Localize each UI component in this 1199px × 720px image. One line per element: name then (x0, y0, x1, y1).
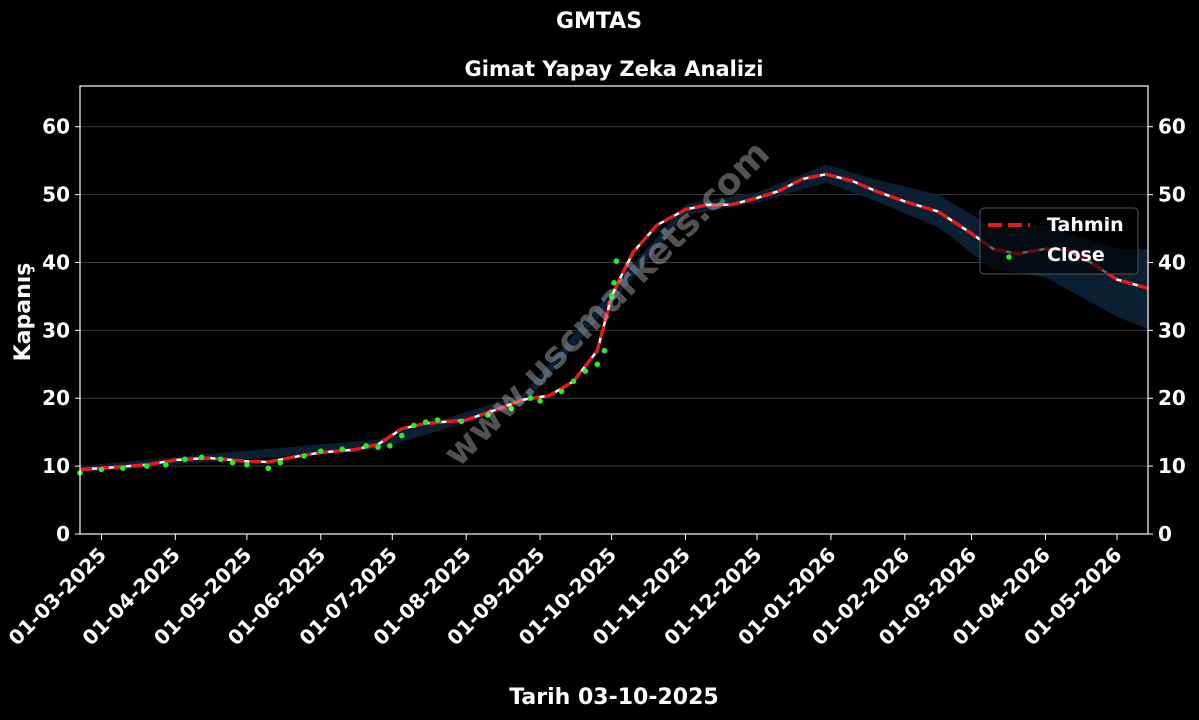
close-point (484, 412, 491, 419)
close-point (570, 378, 577, 385)
close-point (611, 280, 617, 286)
close-point (537, 398, 543, 404)
y-tick-label-left: 0 (56, 522, 70, 546)
close-point (422, 419, 429, 425)
close-point (98, 466, 105, 473)
close-point (244, 462, 250, 468)
close-point (411, 422, 417, 429)
tahmin-line (79, 172, 1149, 472)
chart-subtitle: Gimat Yapay Zeka Analizi (465, 57, 764, 81)
y-axis-left: 0 10 20 30 40 50 60 (42, 115, 80, 546)
close-point (163, 462, 169, 468)
y-tick-label-left: 60 (42, 115, 70, 139)
close-point (120, 465, 126, 472)
y-tick-label-right: 10 (1158, 454, 1186, 478)
legend-close-label: Close (1047, 244, 1105, 266)
close-point (527, 395, 534, 402)
close-point (594, 361, 601, 368)
x-axis-label: Tarih 03-10-2025 (509, 685, 718, 710)
legend-close-swatch (1006, 254, 1012, 260)
series-lines (79, 172, 1149, 472)
y-tick-label-left: 20 (42, 386, 70, 410)
chart-title: GMTAS (556, 9, 642, 34)
y-tick-label-right: 30 (1158, 318, 1186, 342)
close-point (558, 388, 565, 395)
close-point (301, 453, 307, 459)
y-tick-label-left: 50 (42, 183, 70, 207)
close-point (182, 456, 188, 463)
y-axis-label: Kapanış (11, 263, 36, 362)
y-tick-label-left: 10 (42, 454, 70, 478)
legend: Tahmin Close (979, 207, 1139, 275)
close-point (582, 368, 589, 374)
y-axis-right: 0 10 20 30 40 50 60 (1148, 115, 1186, 546)
y-tick-label-right: 60 (1158, 115, 1186, 139)
plot-frame (79, 85, 1149, 535)
close-point (339, 446, 346, 453)
y-tick-label-right: 0 (1158, 522, 1172, 546)
close-point (601, 347, 608, 354)
close-point (265, 465, 272, 472)
y-tick-label-right: 50 (1158, 183, 1186, 207)
y-tick-label-right: 40 (1158, 250, 1186, 274)
close-point (458, 418, 465, 425)
close-point (387, 443, 393, 449)
y-tick-label-left: 30 (42, 318, 70, 342)
close-point (363, 443, 369, 449)
close-point (399, 432, 405, 439)
close-point (198, 454, 205, 461)
close-point (217, 456, 224, 463)
close-point (608, 293, 615, 300)
close-point (277, 459, 284, 466)
close-point (508, 405, 515, 412)
legend-tahmin-label: Tahmin (1047, 214, 1124, 236)
close-point (318, 448, 324, 455)
close-point (434, 417, 441, 423)
close-point (144, 463, 150, 469)
close-point (375, 444, 381, 450)
y-tick-label-left: 40 (42, 250, 70, 274)
close-point (229, 459, 236, 466)
y-tick-label-right: 20 (1158, 386, 1186, 410)
close-point (613, 258, 620, 264)
